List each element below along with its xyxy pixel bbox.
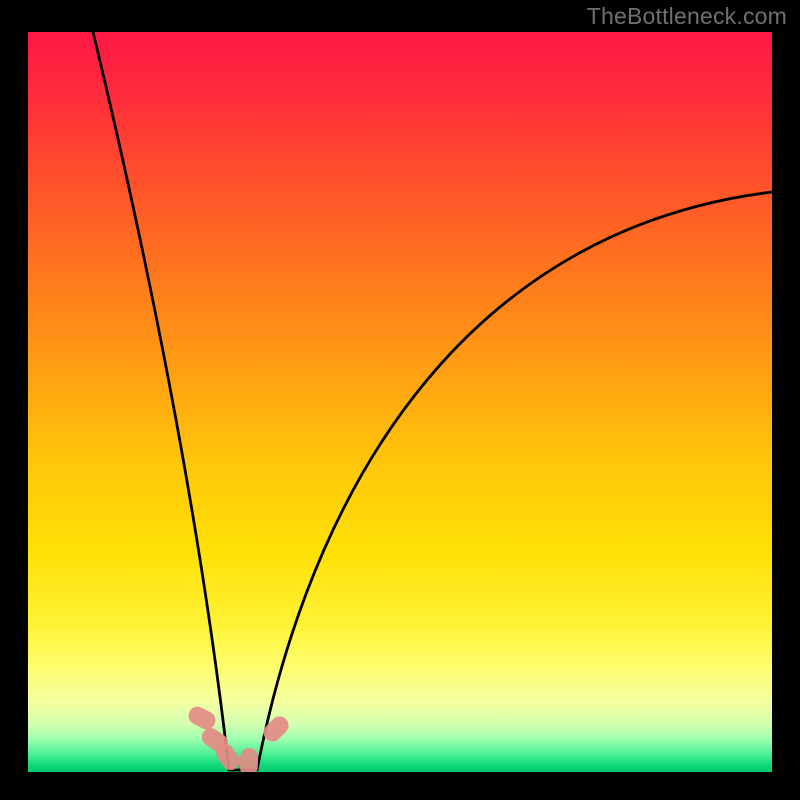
gradient-background — [28, 32, 772, 772]
watermark-text: TheBottleneck.com — [587, 3, 787, 30]
chart-canvas: TheBottleneck.com — [0, 0, 800, 800]
bottleneck-chart — [0, 0, 800, 800]
